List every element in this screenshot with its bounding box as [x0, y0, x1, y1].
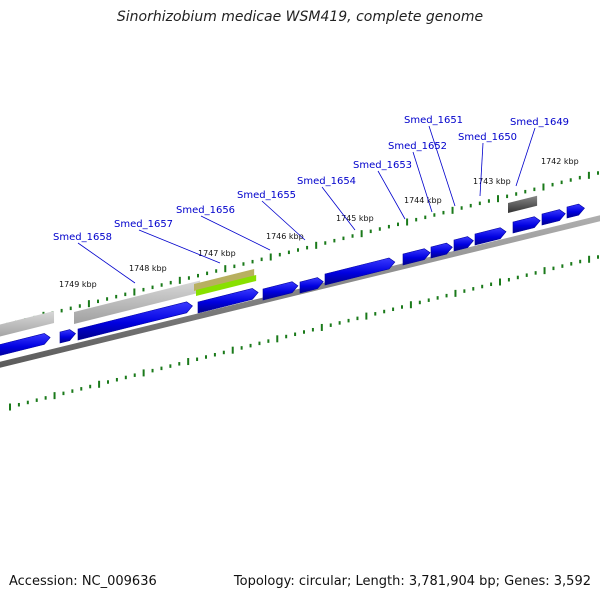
gray-feature [0, 310, 55, 337]
gene-layer [0, 203, 585, 356]
gene-label: Smed_1652 [388, 141, 447, 152]
gene-leader-line [515, 127, 536, 187]
gene-leader-line [428, 125, 456, 207]
gene-arrow [299, 277, 324, 294]
gene-label: Smed_1649 [510, 117, 569, 128]
highlight-feature [194, 268, 255, 291]
kbp-label: 1746 kbp [266, 232, 304, 241]
highlight-feature [196, 274, 257, 296]
label-layer: 1742 kbp 1743 kbp 1744 kbp 1745 kbp 1746 kbp… [53, 115, 579, 289]
gene-label: Smed_1655 [237, 190, 296, 201]
gene-label: Smed_1656 [176, 205, 235, 216]
gene-label: Smed_1657 [114, 219, 173, 230]
gene-leader-line [412, 151, 433, 213]
kbp-label: 1742 kbp [541, 157, 579, 166]
gene-leader-line [321, 186, 356, 231]
gene-arrow [0, 333, 51, 356]
gene-label: Smed_1651 [404, 115, 463, 126]
gene-arrow [430, 242, 453, 259]
tick-layer [6, 171, 599, 411]
kbp-label: 1749 kbp [59, 280, 97, 289]
gene-arrow [77, 301, 193, 341]
gene-leader-line [200, 215, 271, 251]
kbp-label: 1744 kbp [404, 196, 442, 205]
kbp-label: 1748 kbp [129, 264, 167, 273]
gene-arrow [566, 203, 585, 219]
gene-arrow [512, 216, 541, 234]
gene-arrow [402, 248, 431, 266]
gene-leader-line [261, 200, 306, 241]
kbp-label: 1747 kbp [198, 249, 236, 258]
gene-arrow [474, 227, 507, 246]
accession-text: Accession: NC_009636 [9, 574, 157, 589]
gene-arrow [541, 209, 566, 226]
gene-leader-line [77, 242, 136, 284]
dark-feature [508, 195, 538, 213]
gene-leader-line [377, 170, 406, 220]
feature-layer [0, 195, 538, 337]
gene-leader-line [138, 229, 221, 264]
gene-arrow [197, 288, 259, 314]
gene-arrow [59, 329, 76, 344]
map-title: Sinorhizobium medicae WSM419, complete g… [116, 9, 484, 25]
gray-feature [74, 280, 201, 324]
gene-arrow [453, 236, 474, 252]
kbp-label: 1745 kbp [336, 214, 374, 223]
gene-label: Smed_1658 [53, 232, 112, 243]
gene-arrow [324, 257, 396, 286]
gene-label: Smed_1650 [458, 132, 517, 143]
genome-summary-text: Topology: circular; Length: 3,781,904 bp… [233, 574, 591, 589]
gene-arrow [262, 281, 299, 301]
gene-label: Smed_1654 [297, 176, 356, 187]
kbp-label: 1743 kbp [473, 177, 511, 186]
gene-label: Smed_1653 [353, 160, 412, 171]
gene-leader-line [479, 142, 484, 197]
